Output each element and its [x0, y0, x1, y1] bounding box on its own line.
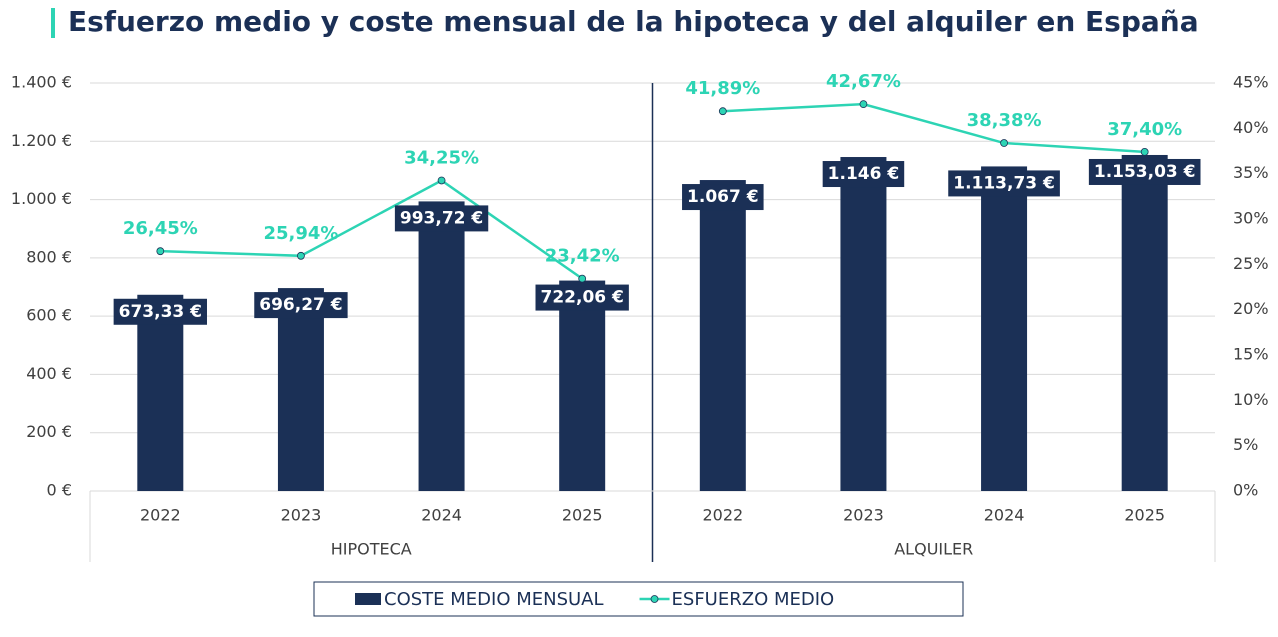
x-tick-label: 2024 [421, 506, 462, 525]
y2-tick-label: 20% [1233, 299, 1269, 318]
x-tick-label: 2023 [843, 506, 884, 525]
legend-swatch [355, 593, 381, 605]
bar [699, 180, 746, 491]
x-tick-label: 2022 [140, 506, 181, 525]
line-marker [156, 247, 165, 256]
line-value-label: 38,38% [967, 110, 1042, 131]
line-marker [437, 176, 446, 185]
x-tick-label: 2025 [562, 506, 603, 525]
line-value-label: 34,25% [404, 147, 479, 168]
value-label-bg [535, 284, 629, 311]
value-label: 673,33 € [119, 302, 202, 322]
bar [981, 166, 1028, 492]
line-marker [859, 100, 868, 109]
value-label: 1.113,73 € [953, 173, 1055, 193]
value-label: 1.153,03 € [1094, 162, 1196, 182]
value-label-bg [394, 205, 489, 232]
value-label: 696,27 € [259, 295, 342, 315]
value-label: 722,06 € [541, 288, 624, 308]
y2-tick-label: 15% [1233, 345, 1269, 364]
y2-tick-label: 5% [1233, 435, 1258, 454]
bar [1121, 154, 1168, 491]
legend-marker [650, 595, 659, 603]
line-value-label: 42,67% [826, 71, 901, 92]
line-value-label: 41,89% [685, 78, 760, 99]
line [160, 179, 583, 280]
title-accent [51, 8, 55, 38]
y-tick-label: 0 € [47, 481, 72, 500]
legend-box [313, 581, 964, 617]
group-label: ALQUILER [894, 540, 973, 559]
y2-tick-label: 40% [1233, 118, 1269, 137]
bar [137, 294, 184, 491]
y2-tick-label: 0% [1233, 481, 1258, 500]
line-value-label: 37,40% [1107, 119, 1182, 140]
x-tick-label: 2024 [984, 506, 1025, 525]
value-label: 1.146 € [828, 164, 900, 184]
bar [277, 288, 324, 491]
y-tick-label: 1.200 € [11, 131, 72, 150]
line-value-label: 23,42% [545, 246, 620, 267]
chart-title: Esfuerzo medio y coste mensual de la hip… [68, 5, 1199, 38]
y2-tick-label: 25% [1233, 254, 1269, 273]
value-label-bg [822, 161, 905, 188]
y2-tick-label: 30% [1233, 209, 1269, 228]
y-tick-label: 800 € [26, 247, 72, 266]
y-tick-label: 200 € [26, 422, 72, 441]
line-marker [1000, 139, 1008, 147]
x-tick-label: 2023 [281, 506, 322, 525]
bar [559, 280, 606, 491]
line-marker [718, 107, 727, 116]
y-tick-label: 1.400 € [11, 73, 72, 92]
value-label-bg [948, 170, 1060, 197]
group-label: HIPOTECA [331, 540, 412, 559]
value-label-bg [254, 292, 348, 319]
value-label: 1.067 € [687, 187, 759, 207]
y-tick-label: 600 € [26, 306, 72, 325]
bar [418, 201, 465, 491]
y2-tick-label: 35% [1233, 163, 1269, 182]
line-marker [578, 274, 587, 283]
y2-tick-label: 45% [1233, 73, 1269, 92]
value-label: 993,72 € [400, 208, 483, 228]
value-label-bg [113, 298, 207, 325]
line [722, 102, 1145, 154]
line-value-label: 26,45% [123, 218, 198, 239]
y-tick-label: 400 € [26, 364, 72, 383]
legend-label: ESFUERZO MEDIO [672, 589, 835, 610]
value-label-bg [1088, 158, 1201, 185]
bar [840, 157, 887, 491]
legend-label: COSTE MEDIO MENSUAL [384, 589, 604, 610]
line-marker [297, 251, 305, 260]
y2-tick-label: 10% [1233, 390, 1269, 409]
value-label-bg [682, 184, 764, 211]
x-tick-label: 2025 [1124, 506, 1165, 525]
line-value-label: 25,94% [263, 223, 338, 244]
line-marker [1140, 148, 1149, 156]
x-tick-label: 2022 [702, 506, 743, 525]
y-tick-label: 1.000 € [11, 189, 72, 208]
